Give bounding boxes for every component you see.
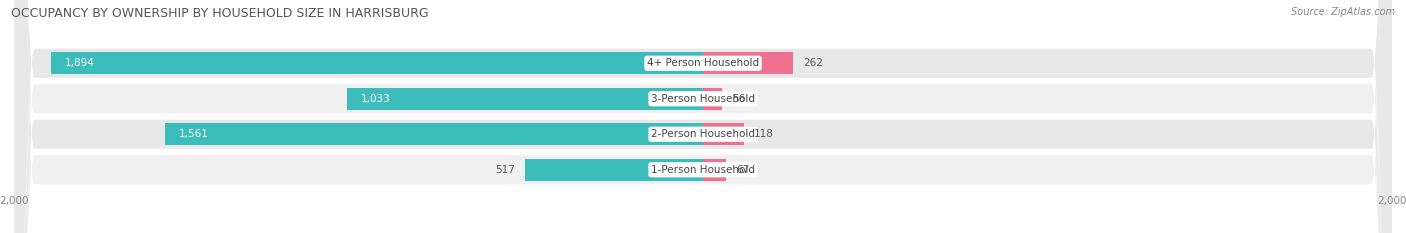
FancyBboxPatch shape — [14, 0, 1392, 233]
Bar — [347, 88, 703, 110]
Text: 517: 517 — [495, 165, 515, 175]
Text: 118: 118 — [754, 129, 773, 139]
Text: 1-Person Household: 1-Person Household — [651, 165, 755, 175]
Bar — [703, 52, 793, 74]
Text: 3-Person Household: 3-Person Household — [651, 94, 755, 104]
Bar — [166, 123, 703, 145]
FancyBboxPatch shape — [14, 0, 1392, 233]
FancyBboxPatch shape — [14, 0, 1392, 233]
Text: 1,894: 1,894 — [65, 58, 94, 68]
Bar — [524, 159, 703, 181]
Text: 56: 56 — [733, 94, 745, 104]
Text: 1,561: 1,561 — [179, 129, 209, 139]
Bar — [703, 123, 744, 145]
Text: Source: ZipAtlas.com: Source: ZipAtlas.com — [1291, 7, 1395, 17]
Bar — [703, 159, 725, 181]
Text: 262: 262 — [804, 58, 824, 68]
Text: 1,033: 1,033 — [361, 94, 391, 104]
FancyBboxPatch shape — [14, 0, 1392, 233]
Bar — [51, 52, 703, 74]
Text: 2-Person Household: 2-Person Household — [651, 129, 755, 139]
Bar — [703, 88, 723, 110]
Text: 4+ Person Household: 4+ Person Household — [647, 58, 759, 68]
Text: 67: 67 — [737, 165, 749, 175]
Text: OCCUPANCY BY OWNERSHIP BY HOUSEHOLD SIZE IN HARRISBURG: OCCUPANCY BY OWNERSHIP BY HOUSEHOLD SIZE… — [11, 7, 429, 20]
